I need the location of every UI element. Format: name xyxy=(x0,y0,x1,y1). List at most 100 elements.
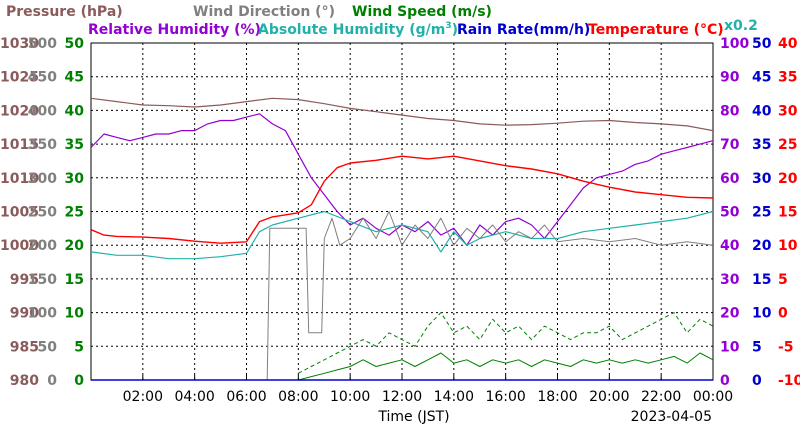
legend-rain-rate: Rain Rate(mm/h) xyxy=(457,22,590,38)
axis-temperature: 40 35 30 25 20 15 10 5 0 -5 -10 xyxy=(778,36,800,389)
y-tick-label: 50 xyxy=(752,36,772,52)
y-tick-label: 40 xyxy=(778,36,798,52)
series-temperature-c xyxy=(90,155,714,244)
y-tick-label: 1015 xyxy=(0,137,39,153)
y-tick-label: 5 xyxy=(778,272,788,288)
y-tick-label: 1010 xyxy=(0,171,39,187)
chart-date: 2023-04-05 xyxy=(631,409,712,425)
y-tick-label: -5 xyxy=(778,339,794,355)
x-tick-label: 22:00 xyxy=(641,389,681,405)
y-tick-label: 1025 xyxy=(0,70,39,86)
y-tick-label: 60 xyxy=(720,171,740,187)
y-tick-label: 35 xyxy=(65,137,84,153)
y-tick-label: 25 xyxy=(65,205,84,221)
x-tick-label: 02:00 xyxy=(123,389,163,405)
legend-rel-humidity: Relative Humidity (%) xyxy=(88,22,261,38)
y-tick-label: 1000 xyxy=(0,238,39,254)
y-tick-label: 50 xyxy=(38,339,58,355)
y-tick-label: 100 xyxy=(720,36,749,52)
y-tick-label: 10 xyxy=(65,306,85,322)
y-tick-label: 50 xyxy=(720,205,740,221)
y-tick-label: 300 xyxy=(28,171,57,187)
y-tick-label: 80 xyxy=(720,103,740,119)
x-axis: 02:00 04:00 06:00 08:00 10:00 12:00 14:00 16:00… xyxy=(123,375,733,405)
y-tick-label: 10 xyxy=(752,306,772,322)
y-tick-label: 40 xyxy=(65,103,85,119)
x-axis-label: Time (JST) xyxy=(377,409,449,425)
y-tick-label: 350 xyxy=(28,137,57,153)
y-tick-label: 100 xyxy=(28,306,57,322)
y-tick-label: 40 xyxy=(752,103,772,119)
y-tick-label: 0 xyxy=(74,373,84,389)
y-tick-label: 20 xyxy=(752,238,772,254)
y-tick-label: 400 xyxy=(28,103,57,119)
y-tick-label: 20 xyxy=(720,306,740,322)
y-tick-label: 1020 xyxy=(0,103,39,119)
x-tick-label: 20:00 xyxy=(589,389,629,405)
y-tick-label: -10 xyxy=(778,373,800,389)
y-tick-label: 20 xyxy=(778,171,798,187)
y-tick-label: 30 xyxy=(720,272,740,288)
y-tick-label: 5 xyxy=(74,339,84,355)
y-tick-label: 450 xyxy=(28,70,57,86)
x-tick-label: 16:00 xyxy=(485,389,525,405)
plot-area xyxy=(90,42,714,381)
y-tick-label: 0 xyxy=(47,373,57,389)
y-tick-label: 980 xyxy=(10,373,39,389)
y-tick-label: 30 xyxy=(65,171,85,187)
x-tick-label: 14:00 xyxy=(434,389,474,405)
y-tick-label: 0 xyxy=(752,373,762,389)
y-tick-label: 10 xyxy=(720,339,740,355)
y-tick-label: 15 xyxy=(65,272,84,288)
legend-wind-speed: Wind Speed (m/s) xyxy=(352,4,492,20)
y-tick-label: 0 xyxy=(720,373,730,389)
y-tick-label: 30 xyxy=(778,103,798,119)
series-wind-speed-m-s xyxy=(298,352,714,381)
y-tick-label: 45 xyxy=(65,70,84,86)
x-tick-label: 04:00 xyxy=(174,389,214,405)
x-tick-label: 18:00 xyxy=(537,389,577,405)
legend-header: Pressure (hPa) Wind Direction (°) Wind S… xyxy=(6,4,758,38)
y-tick-label: 15 xyxy=(752,272,771,288)
legend-rain-scale: x0.2 xyxy=(724,18,758,34)
legend-pressure: Pressure (hPa) xyxy=(6,4,123,20)
x-tick-label: 08:00 xyxy=(278,389,318,405)
y-tick-label: 20 xyxy=(65,238,85,254)
y-tick-label: 500 xyxy=(28,36,57,52)
legend-temperature: Temperature (°C) xyxy=(588,22,724,38)
y-tick-label: 985 xyxy=(10,339,39,355)
legend-abs-humidity: Absolute Humidity (g/m3) xyxy=(258,21,458,38)
y-tick-label: 5 xyxy=(752,339,762,355)
y-tick-label: 35 xyxy=(752,137,771,153)
series-absolute-humidity-g-m3 xyxy=(90,210,714,260)
x-tick-label: 00:00 xyxy=(693,389,733,405)
series-pressure-hpa xyxy=(90,97,714,132)
y-tick-label: 50 xyxy=(65,36,85,52)
y-tick-label: 1005 xyxy=(0,205,39,221)
x-tick-label: 06:00 xyxy=(226,389,266,405)
y-tick-label: 70 xyxy=(720,137,740,153)
y-tick-label: 40 xyxy=(720,238,740,254)
legend-wind-direction: Wind Direction (°) xyxy=(193,4,335,20)
y-tick-label: 25 xyxy=(752,205,771,221)
y-tick-label: 0 xyxy=(778,306,788,322)
series-wind-direction xyxy=(266,211,714,381)
y-tick-label: 90 xyxy=(720,70,740,86)
y-tick-label: 15 xyxy=(778,205,797,221)
y-tick-label: 1030 xyxy=(0,36,39,52)
y-tick-label: 25 xyxy=(778,137,797,153)
y-tick-label: 150 xyxy=(28,272,57,288)
axis-pressure: 1030 1025 1020 1015 1010 1005 1000 995 990 985 980 xyxy=(0,36,39,389)
series-wind-speed-gust-m-s xyxy=(298,312,714,374)
x-tick-label: 12:00 xyxy=(382,389,422,405)
y-tick-label: 45 xyxy=(752,70,771,86)
y-tick-label: 30 xyxy=(752,171,772,187)
y-tick-label: 200 xyxy=(28,238,57,254)
y-tick-label: 35 xyxy=(778,70,797,86)
y-tick-label: 10 xyxy=(778,238,798,254)
